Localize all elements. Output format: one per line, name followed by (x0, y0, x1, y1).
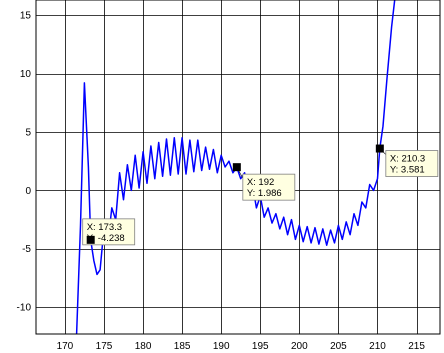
data-tip-marker (375, 144, 384, 153)
y-tick-label: 0 (25, 186, 31, 197)
data-tip: X: 210.3Y: 3.581 (375, 144, 439, 177)
data-tip-y-label: Y: 3.581 (390, 165, 425, 176)
data-tip-x-label: X: 173.3 (87, 222, 122, 233)
y-tick-label: -10 (17, 303, 32, 314)
axis-ticks: 170 175 180 185 190 195 200 205 210 215 -10 -5 0 5 10 1… (17, 11, 426, 352)
y-tick-label: -5 (22, 244, 31, 255)
x-tick-label: 195 (252, 341, 269, 352)
x-tick-label: 180 (135, 341, 152, 352)
data-tip-y-label: Y: 1.986 (247, 188, 282, 199)
y-tick-label: 5 (25, 127, 31, 138)
x-tick-label: 205 (330, 341, 347, 352)
x-tick-label: 170 (57, 341, 74, 352)
x-tick-label: 200 (291, 341, 308, 352)
data-tip-box (242, 173, 296, 201)
x-tick-label: 175 (96, 341, 113, 352)
data-tip-marker (232, 163, 241, 172)
data-tip-x-label: X: 192 (247, 177, 274, 188)
data-tip-y-label: Y: -4.238 (87, 233, 125, 244)
x-tick-label: 215 (408, 341, 425, 352)
y-tick-label: 15 (20, 11, 32, 22)
x-tick-label: 190 (213, 341, 230, 352)
x-tick-label: 210 (369, 341, 386, 352)
plot-area-frame (35, 0, 441, 335)
data-tip: X: 173.3Y: -4.238 (82, 218, 136, 246)
data-tip-x-label: X: 210.3 (390, 154, 425, 165)
y-tick-label: 10 (20, 69, 32, 80)
data-tip-box (385, 150, 439, 177)
data-tip-marker (86, 235, 95, 244)
x-tick-label: 185 (174, 341, 191, 352)
